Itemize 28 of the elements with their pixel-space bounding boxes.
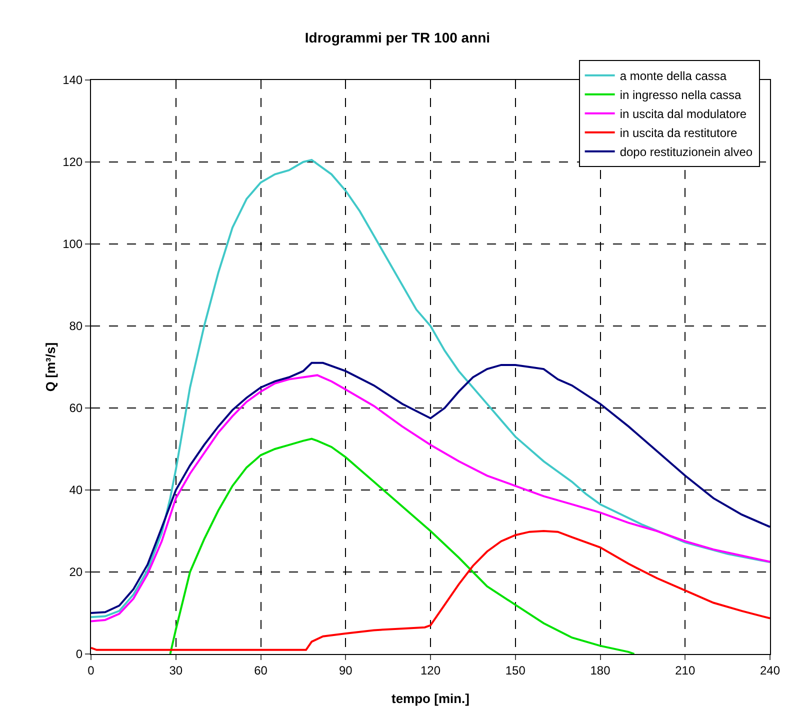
y-tick-label: 60: [69, 401, 83, 416]
x-tick-label: 180: [590, 663, 611, 678]
y-tick-label: 100: [62, 237, 83, 252]
y-tick-label: 0: [76, 647, 83, 662]
line-series: [91, 158, 770, 618]
y-tick-label: 120: [62, 155, 83, 170]
y-tick-label: 80: [69, 319, 83, 334]
x-tick-label: 0: [88, 663, 95, 678]
x-tick-label: 150: [505, 663, 526, 678]
line-series: [91, 530, 770, 651]
legend-label: dopo restituzionein alveo: [620, 145, 753, 160]
legend-label: a monte della cassa: [620, 69, 727, 84]
y-tick-label: 140: [62, 73, 83, 88]
chart-title: Idrogrammi per TR 100 anni: [304, 29, 490, 46]
y-axis-title: Q [m³/s]: [43, 342, 58, 392]
y-tick-label: 40: [69, 483, 83, 498]
x-tick-label: 90: [338, 663, 353, 678]
x-tick-label: 210: [675, 663, 696, 678]
x-tick-label: 120: [420, 663, 441, 678]
legend-label: in ingresso nella cassa: [620, 88, 742, 102]
legend-label: in uscita dal modulatore: [620, 107, 747, 122]
line-series: [169, 438, 636, 654]
x-axis-title: tempo [min.]: [392, 691, 470, 706]
x-tick-label: 240: [760, 663, 780, 678]
x-tick-label: 60: [254, 663, 268, 678]
legend-label: in uscita da restitutore: [620, 126, 738, 140]
y-tick-label: 20: [69, 565, 83, 580]
x-tick-label: 30: [169, 663, 183, 678]
